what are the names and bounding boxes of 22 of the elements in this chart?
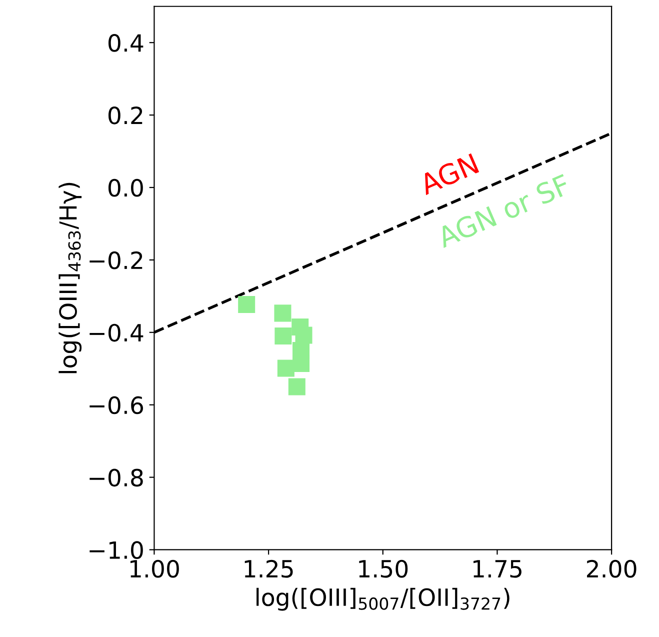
x-tick-label: 1.25	[244, 560, 293, 578]
point	[295, 326, 312, 344]
point	[274, 328, 292, 345]
y-tick-label: −0.2	[90, 251, 142, 270]
y-tick-label: 0.0	[108, 178, 143, 197]
y-tick-label: −0.4	[90, 324, 144, 342]
x-tick-label: 2.00	[586, 560, 636, 578]
y-tick-label: 0.2	[108, 106, 142, 124]
x-tick-label: 1.50	[359, 560, 408, 578]
point	[274, 304, 292, 322]
y-tick-label: −0.8	[90, 468, 143, 487]
y-tick-label: 0.4	[108, 34, 144, 52]
x-tick-label: 1.00	[130, 560, 179, 578]
y-tick-label: −1.0	[90, 541, 143, 560]
point	[238, 296, 256, 313]
x-axis-title: log([OIII]$_{5007}$/[OII]$_{3727}$)	[256, 588, 510, 611]
point	[288, 378, 306, 396]
annotation: AGN	[418, 153, 480, 196]
y-tick-label: −0.6	[90, 396, 143, 414]
point	[277, 360, 294, 377]
y-axis-title: log([OIII]$_{4363}$/Hγ)	[58, 182, 82, 374]
x-tick-label: 1.75	[474, 560, 522, 578]
